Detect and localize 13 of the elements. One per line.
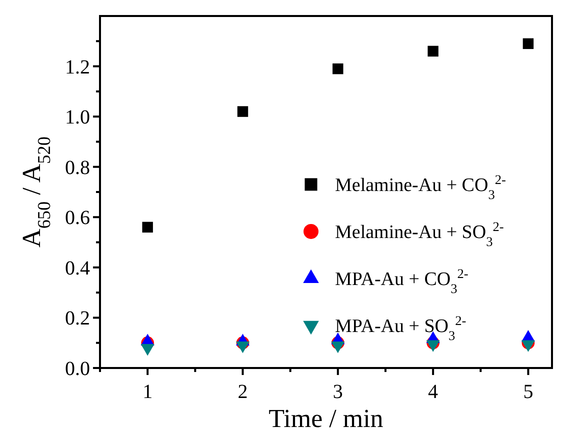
y-tick-label: 0.6 [65,207,90,230]
x-tick-label: 2 [238,381,248,403]
y-tick-label: 0.2 [65,308,90,330]
x-axis-title: Time / min [268,404,384,433]
x-tick-label: 5 [523,381,534,403]
y-tick-label: 0.4 [65,257,90,280]
y-tick-label: 1.2 [65,56,90,78]
text: 1.0 [65,106,90,129]
y-tick-label: 0.8 [65,156,90,179]
x-tick-label: 4 [428,381,438,403]
text: 0.0 [65,358,90,380]
x-tick-label: 3 [332,381,343,403]
x-tick-label: 1 [142,381,153,403]
